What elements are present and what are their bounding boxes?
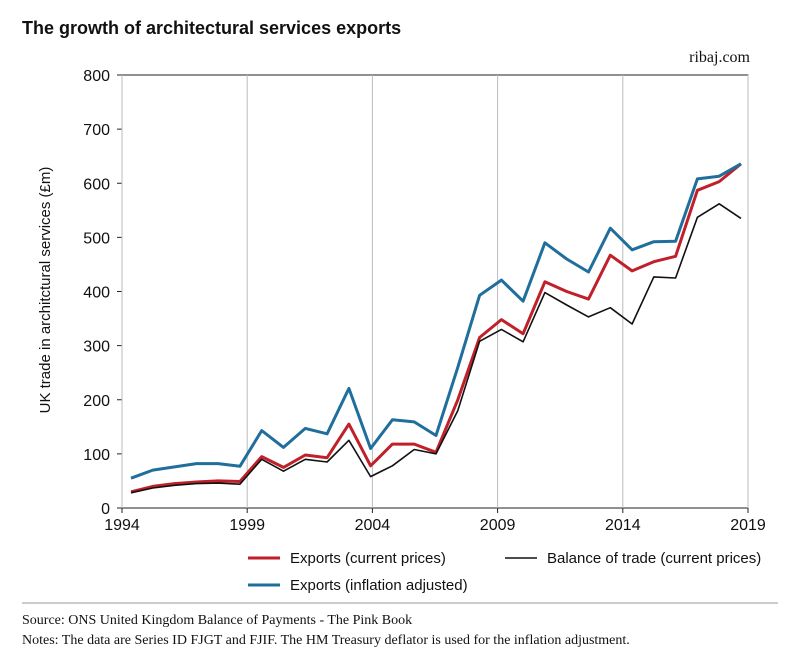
x-tick-label: 2014: [605, 517, 641, 534]
x-tick-label: 2019: [730, 517, 766, 534]
legend-label: Balance of trade (current prices): [547, 550, 761, 567]
source: Source: ONS United Kingdom Balance of Pa…: [22, 613, 412, 628]
y-tick-label: 100: [83, 447, 110, 464]
y-tick-label: 200: [83, 393, 110, 410]
y-tick-label: 800: [83, 68, 110, 85]
y-axis-label: UK trade in architctural services (£m): [37, 167, 54, 414]
x-tick-label: 2004: [355, 517, 391, 534]
chart-title: The growth of architectural services exp…: [22, 18, 401, 38]
line-series: [130, 203, 742, 494]
x-tick-label: 2009: [480, 517, 516, 534]
legend-label: Exports (inflation adjusted): [290, 577, 468, 594]
y-tick-label: 400: [83, 285, 110, 302]
plot-frame: [121, 74, 749, 509]
x-tick-label: 1999: [229, 517, 265, 534]
y-tick-label: 300: [83, 339, 110, 356]
x-tick-label: 1994: [104, 517, 140, 534]
y-tick-label: 0: [101, 501, 110, 518]
y-tick-label: 700: [83, 122, 110, 139]
chart-subtitle: ribaj.com: [689, 49, 750, 66]
notes: Notes: The data are Series ID FJGT and F…: [22, 633, 630, 648]
line-series: [130, 162, 742, 494]
y-tick-label: 600: [83, 176, 110, 193]
line-series: [130, 162, 742, 480]
legend-label: Exports (current prices): [290, 550, 446, 567]
y-tick-label: 500: [83, 230, 110, 247]
